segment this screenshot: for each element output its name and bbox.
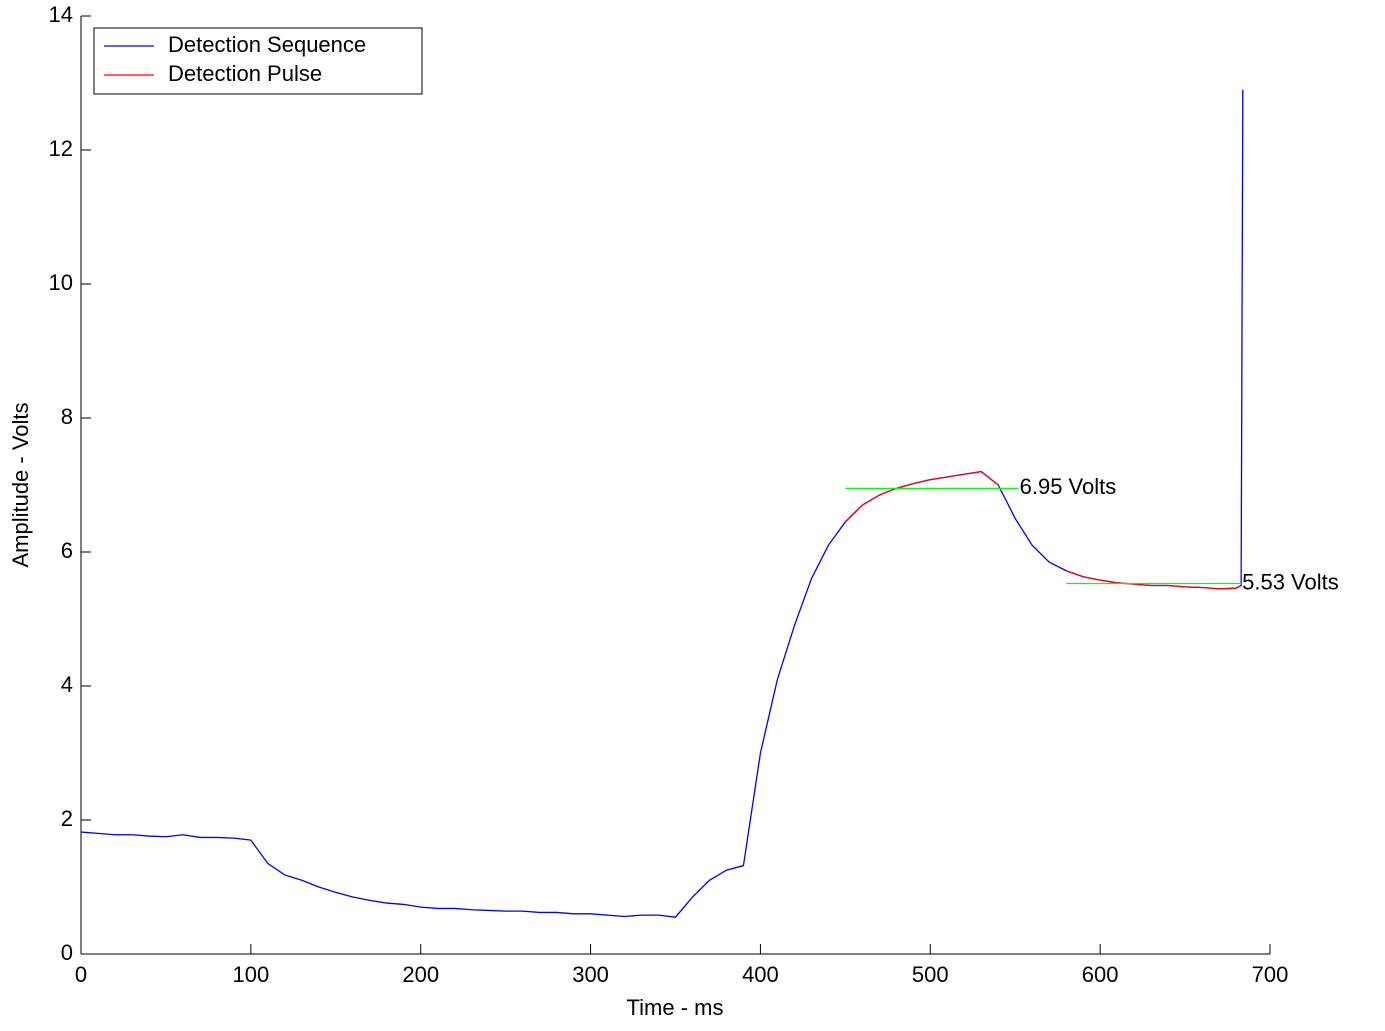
legend-label: Detection Sequence (168, 32, 366, 57)
x-tick-label: 200 (402, 962, 439, 987)
y-axis-label: Amplitude - Volts (8, 402, 33, 567)
y-tick-label: 10 (49, 270, 73, 295)
level-label: 6.95 Volts (1020, 474, 1117, 499)
y-tick-label: 8 (61, 404, 73, 429)
level-label: 5.53 Volts (1242, 569, 1339, 594)
y-tick-label: 6 (61, 538, 73, 563)
x-tick-label: 500 (912, 962, 949, 987)
x-tick-label: 600 (1082, 962, 1119, 987)
legend-label: Detection Pulse (168, 61, 322, 86)
y-tick-label: 2 (61, 806, 73, 831)
y-tick-label: 14 (49, 2, 73, 27)
series-line (1065, 570, 1242, 590)
legend-box (93, 27, 423, 95)
y-tick-label: 12 (49, 136, 73, 161)
x-tick-label: 400 (742, 962, 779, 987)
x-tick-label: 300 (572, 962, 609, 987)
x-tick-label: 0 (75, 962, 87, 987)
series-line (844, 470, 999, 523)
x-tick-label: 700 (1252, 962, 1289, 987)
y-tick-label: 4 (61, 672, 73, 697)
x-tick-label: 100 (232, 962, 269, 987)
x-axis-label: Time - ms (627, 995, 724, 1020)
series-line (80, 89, 1244, 918)
y-tick-label: 0 (61, 940, 73, 965)
